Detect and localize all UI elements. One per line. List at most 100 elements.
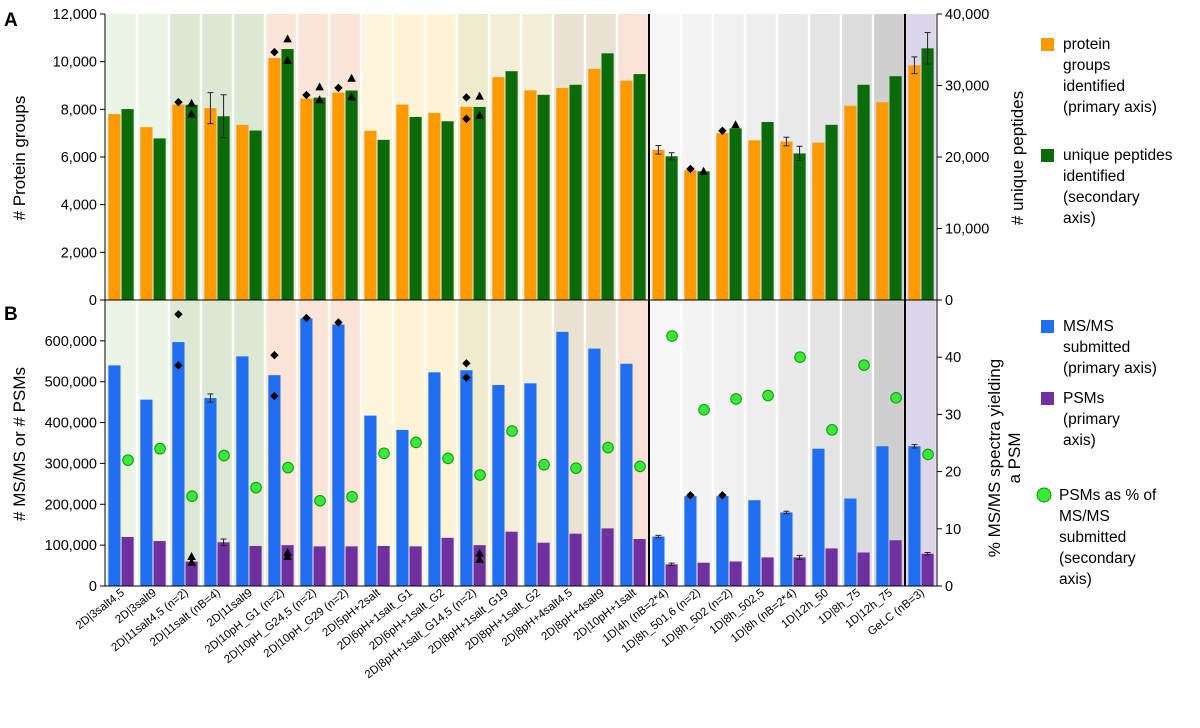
replicate-diamond [462,93,471,102]
msms-submitted-bar [716,496,729,586]
replicate-triangle [699,166,708,175]
legend-text: (primary axis) [1063,360,1157,377]
psm-percent-point [346,490,358,503]
legend-marker-percent [1036,487,1052,503]
panel-a-y2-label: # unique peptides [1008,91,1027,225]
psm-percent-point [890,392,902,404]
legend-text: PSMs [1063,390,1105,407]
legend-text: (secondary [1063,189,1140,206]
psms-bar [921,553,934,586]
unique-peptides-bar [505,71,518,300]
replicate-triangle [315,82,324,91]
psms-bar [761,557,774,586]
legend-swatch-protein [1041,38,1054,51]
replicate-diamond [270,350,279,360]
legend-text: PSMs as % of [1059,487,1157,504]
panel-a-y-label: # Protein groups [10,96,29,221]
psm-percent-point [602,441,614,454]
psms-bar [825,548,838,586]
protein-groups-bar [428,112,441,301]
y-tick-label: 100,000 [45,538,97,554]
legend-text: (primary axis) [1063,99,1157,116]
msms-submitted-bar [332,324,345,586]
msms-submitted-bar [268,375,281,586]
protein-groups-bar [140,127,153,300]
replicate-triangle [283,551,292,560]
msms-submitted-bar [812,448,825,586]
unique-peptides-bar [377,139,390,300]
y-tick-label: 6,000 [61,150,97,166]
protein-groups-bar [204,108,217,301]
markers [122,32,934,567]
y-tick-label: 4,000 [61,198,97,214]
protein-groups-bar [364,130,377,300]
y2-tick-label: 30 [945,407,961,423]
y2-tick-label: 0 [945,579,953,595]
legend-text: identified [1063,78,1125,95]
psms-bar [633,539,646,586]
replicate-diamond [302,90,311,100]
msms-submitted-bar [460,370,473,586]
category-label: GeLC (nB=3) [866,587,927,638]
legend-text: protein [1063,36,1110,53]
protein-groups-bar [300,98,313,300]
unique-peptides-bar [345,90,358,300]
replicate-triangle [283,547,292,556]
protein-groups-bar [332,92,345,301]
psm-percent-point [634,460,646,473]
protein-groups-bar [556,87,569,300]
legend-text: (secondary [1059,550,1136,567]
replicate-triangle [283,55,292,64]
psm-percent-point [730,393,742,405]
panel-a-letter: A [4,10,18,31]
replicate-diamond [174,310,183,319]
msms-submitted-bar [300,318,313,586]
psms-bar [697,562,710,586]
protein-groups-bar [908,65,921,300]
protein-groups-bar [492,77,505,301]
psms-bar [505,531,518,586]
psm-percent-point [506,425,518,437]
protein-groups-bar [620,80,633,300]
psm-percent-point [922,448,934,461]
unique-peptides-bar [409,116,422,301]
unique-peptides-bar [281,49,294,300]
psms-bar [217,542,230,586]
replicate-triangle [475,91,484,100]
replicate-diamond [462,373,471,382]
replicate-diamond [270,47,279,57]
psms-bar [665,564,678,586]
unique-peptides-bar [249,130,262,300]
psms-bar [601,528,614,586]
psm-percent-point [570,462,582,474]
unique-peptides-bar [185,104,198,301]
replicate-triangle [187,557,196,566]
psm-percent-point [538,458,550,471]
psms-bar [441,537,454,586]
psm-percent-point [410,436,422,449]
msms-submitted-bar [652,536,665,586]
msms-submitted-bar [556,331,569,586]
psms-bar [185,561,198,586]
protein-groups-bar [268,58,281,300]
y2-tick-label: 10 [945,522,961,538]
protein-groups-bar [876,102,889,300]
replicate-diamond [174,361,183,370]
msms-submitted-bar [748,500,761,586]
psms-bar [249,545,262,586]
axes [100,13,942,587]
y2-tick-label: 40,000 [945,7,989,23]
y-tick-label: 600,000 [45,334,97,350]
psm-percent-point [474,469,486,481]
msms-submitted-bar [588,348,601,586]
unique-peptides-bar [889,76,902,300]
legend-text: axis) [1063,432,1096,449]
protein-groups-bar [716,133,729,300]
protein-groups-bar [812,142,825,300]
legend-text: unique peptides [1063,147,1173,164]
protein-groups-bar [684,170,697,300]
protein-groups-bar [780,141,793,300]
panel-b-y-label: # MS/MS or # PSMs [10,367,29,521]
legend: protein groups identified (primary axis) uni… [1036,36,1173,588]
